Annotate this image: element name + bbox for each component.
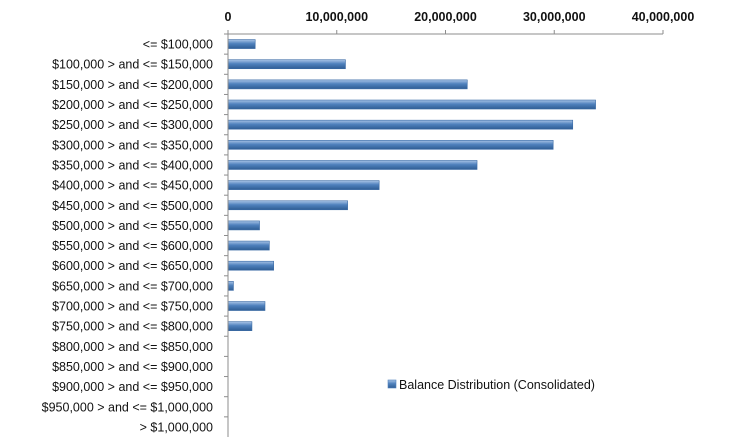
category-label: $350,000 > and <= $400,000: [52, 158, 213, 172]
category-label: $850,000 > and <= $900,000: [52, 360, 213, 374]
value-axis-ticks: 0 10,000,000 20,000,000 30,000,000 40,000,00…: [225, 10, 695, 34]
category-label: $650,000 > and <= $700,000: [52, 279, 213, 293]
x-tick-label: 40,000,000: [632, 10, 695, 24]
bar: [227, 160, 478, 170]
bar: [227, 99, 596, 110]
bar: [227, 200, 348, 211]
bar-series: [227, 39, 596, 331]
legend: Balance Distribution (Consolidated): [387, 378, 595, 392]
legend-label: Balance Distribution (Consolidated): [399, 378, 595, 392]
category-label: $450,000 > and <= $500,000: [52, 199, 213, 213]
legend-swatch: [387, 379, 397, 389]
category-axis-labels: <= $100,000 $100,000 > and <= $150,000 $15…: [42, 33, 228, 434]
category-label: $300,000 > and <= $350,000: [52, 138, 213, 152]
bar: [227, 301, 266, 311]
x-tick-label: 20,000,000: [414, 10, 477, 24]
x-tick-label: 0: [225, 10, 232, 24]
category-label: $550,000 > and <= $600,000: [52, 239, 213, 253]
bar: [227, 119, 574, 130]
category-label: $400,000 > and <= $450,000: [52, 179, 213, 193]
bar: [227, 39, 256, 49]
bar: [227, 321, 253, 331]
category-label: <= $100,000: [143, 38, 213, 52]
category-label: $150,000 > and <= $200,000: [52, 78, 213, 92]
category-label: $950,000 > and <= $1,000,000: [42, 400, 213, 414]
category-label: $200,000 > and <= $250,000: [52, 98, 213, 112]
category-label: $900,000 > and <= $950,000: [52, 380, 213, 394]
bar: [227, 281, 234, 291]
category-label: > $1,000,000: [140, 420, 213, 434]
category-label: $800,000 > and <= $850,000: [52, 340, 213, 354]
bar: [227, 180, 380, 190]
category-label: $250,000 > and <= $300,000: [52, 118, 213, 132]
category-label: $700,000 > and <= $750,000: [52, 300, 213, 314]
category-label: $100,000 > and <= $150,000: [52, 58, 213, 72]
bar: [227, 240, 270, 251]
category-label: $600,000 > and <= $650,000: [52, 259, 213, 273]
category-label: $500,000 > and <= $550,000: [52, 219, 213, 233]
category-label: $750,000 > and <= $800,000: [52, 320, 213, 334]
bar: [227, 79, 468, 90]
bar: [227, 59, 346, 70]
x-tick-label: 30,000,000: [523, 10, 586, 24]
x-tick-label: 10,000,000: [305, 10, 368, 24]
bar: [227, 260, 274, 271]
bar: [227, 140, 554, 150]
bar: [227, 220, 260, 231]
